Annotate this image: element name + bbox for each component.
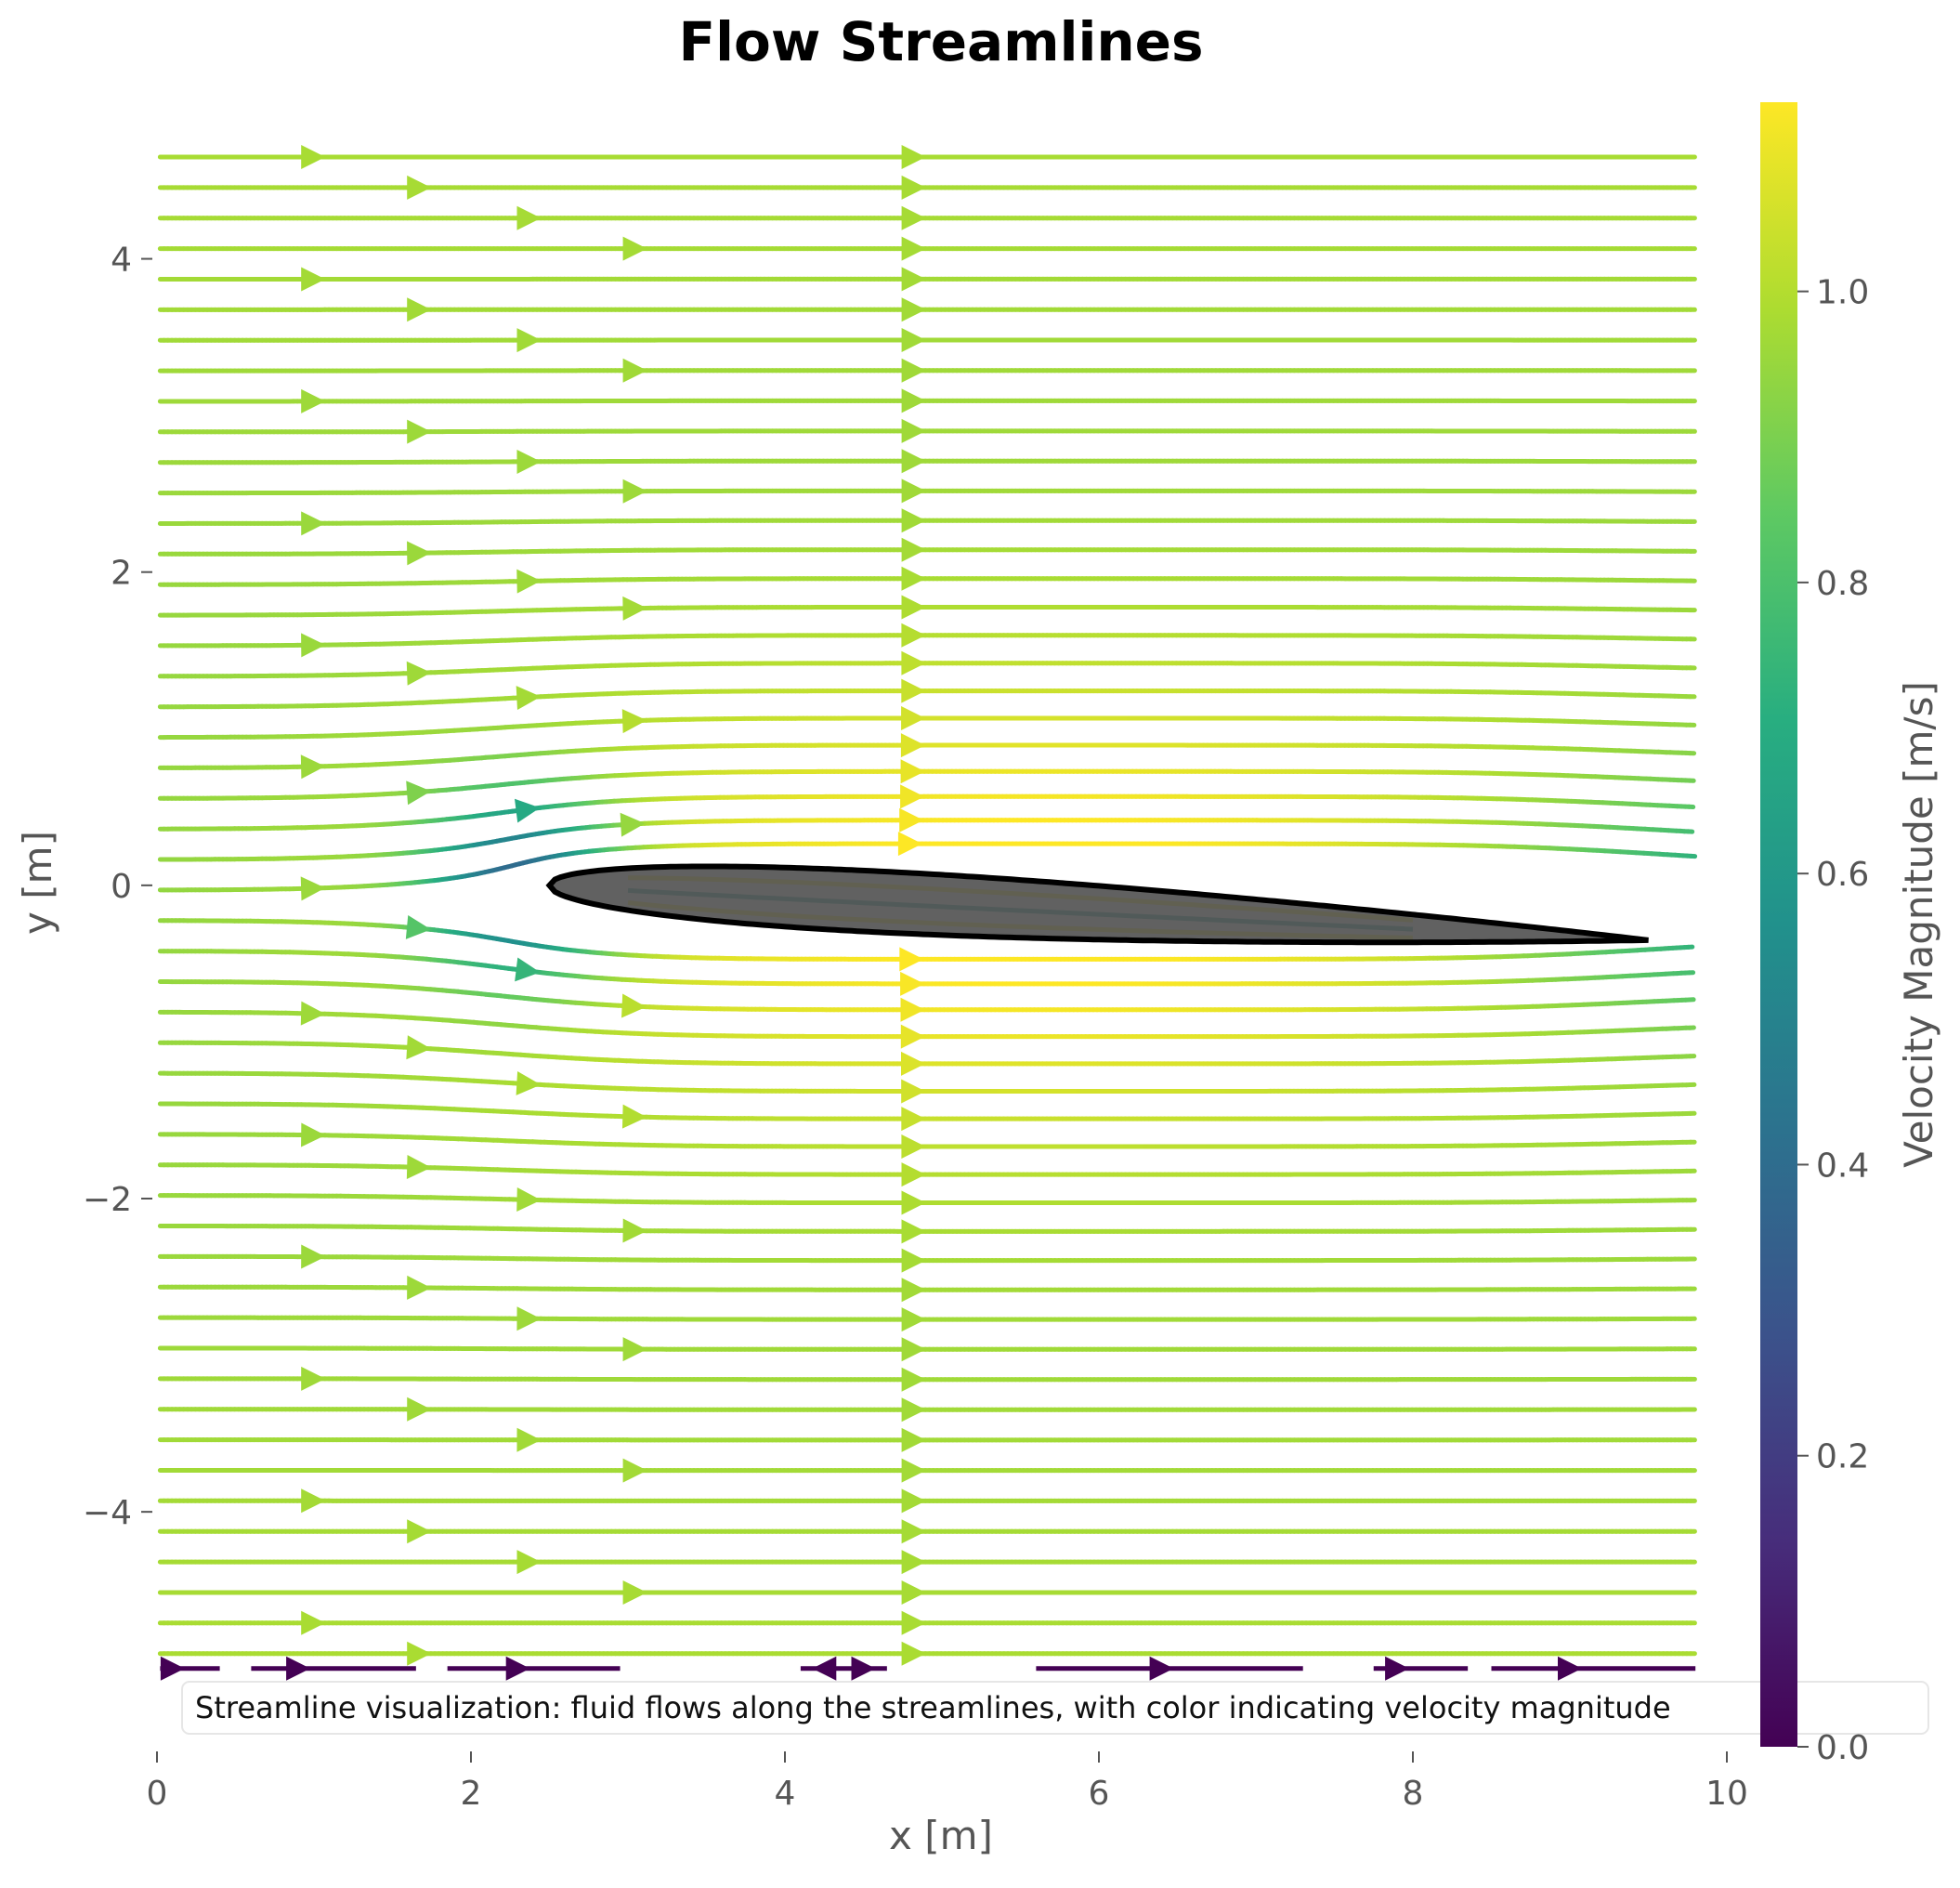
plot-area bbox=[160, 145, 1695, 1681]
chart-title: Flow Streamlines bbox=[678, 10, 1203, 73]
